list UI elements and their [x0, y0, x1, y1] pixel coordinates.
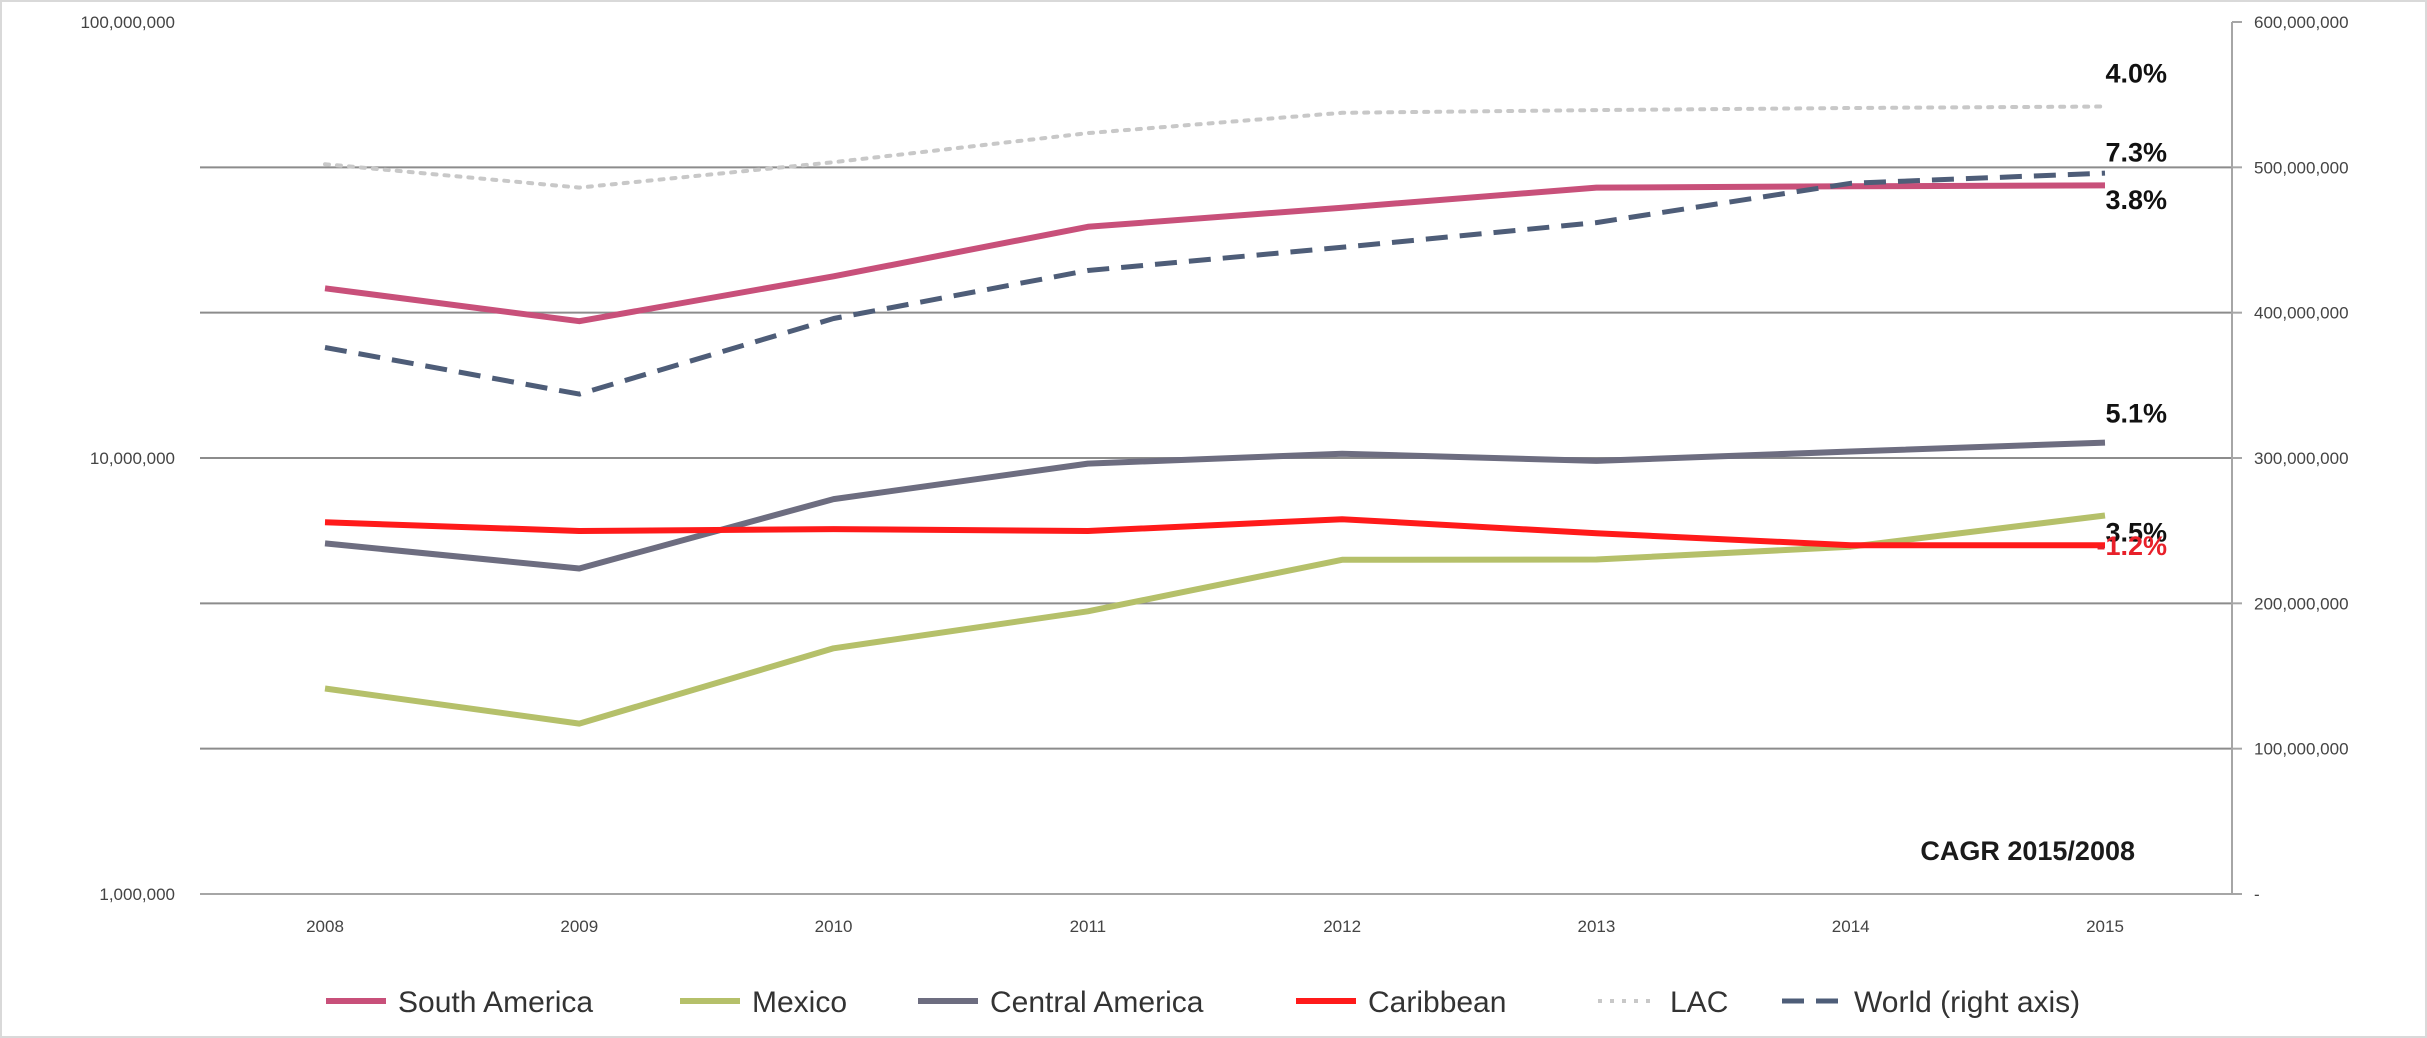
right-tick-label: 300,000,000 — [2254, 449, 2349, 468]
series-line — [324, 516, 2105, 549]
legend-label: LAC — [1670, 986, 1728, 1019]
x-tick-label: 2014 — [1832, 917, 1870, 936]
cagr-label: 4.0% — [2105, 59, 2167, 89]
axes: 1,000,000 10,000,000 100,000,000 - 100,000,0… — [80, 13, 2348, 936]
right-tick-label: 200,000,000 — [2254, 594, 2349, 613]
cagr-label: 5.1% — [2105, 399, 2167, 429]
cagr-label: 7.3% — [2105, 137, 2167, 167]
x-tick-label: 2015 — [2086, 917, 2124, 936]
right-tick-label: 100,000,000 — [2254, 740, 2349, 759]
x-tick-label: 2008 — [306, 917, 344, 936]
series-line — [324, 439, 2106, 572]
right-tick-label: 500,000,000 — [2254, 158, 2349, 177]
legend-label: South America — [398, 986, 593, 1019]
legend-label: Caribbean — [1368, 986, 1506, 1019]
right-tick-label: 600,000,000 — [2254, 13, 2349, 32]
series-line — [324, 512, 2106, 727]
legend-label: Mexico — [752, 986, 847, 1019]
series-line — [324, 170, 2106, 397]
legend: South America Mexico Central America Caribb… — [326, 986, 2080, 1019]
legend-label: Central America — [990, 986, 1204, 1019]
right-tick-label: - — [2254, 885, 2260, 904]
x-tick-label: 2010 — [815, 917, 853, 936]
cagr-label: -1.2% — [2096, 531, 2167, 561]
cagr-annotation: CAGR 2015/2008 — [1920, 836, 2135, 866]
legend-label: World (right axis) — [1854, 986, 2080, 1019]
gridlines — [200, 166, 2232, 750]
series-line — [324, 182, 2106, 325]
cagr-labels: 7.3% 3.5% 5.1% -1.2% 4.0% 3.8% — [2096, 59, 2167, 562]
left-tick-label: 10,000,000 — [90, 449, 175, 468]
left-tick-label: 100,000,000 — [80, 13, 175, 32]
cagr-label: 3.8% — [2105, 185, 2167, 215]
right-tick-label: 400,000,000 — [2254, 304, 2349, 323]
series-lines — [323, 104, 2107, 727]
x-tick-label: 2013 — [1578, 917, 1616, 936]
series-line — [323, 104, 2107, 190]
x-tick-label: 2012 — [1323, 917, 1361, 936]
x-tick-label: 2011 — [1070, 917, 1107, 936]
x-tick-label: 2009 — [560, 917, 598, 936]
left-tick-label: 1,000,000 — [99, 885, 175, 904]
cagr-label: 3.5% — [2105, 518, 2167, 548]
